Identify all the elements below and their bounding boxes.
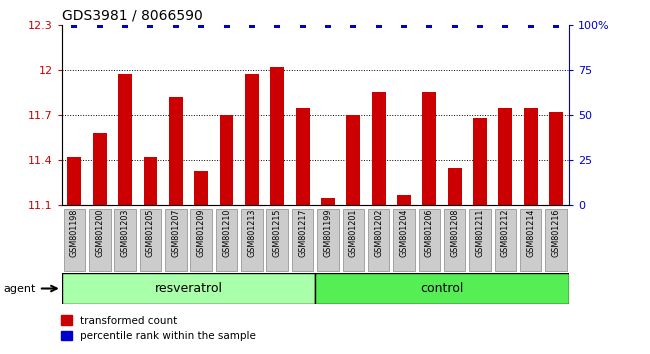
- Bar: [422, 92, 436, 205]
- Text: GSM801206: GSM801206: [425, 209, 434, 257]
- Point: [170, 22, 181, 28]
- FancyBboxPatch shape: [266, 209, 288, 271]
- FancyBboxPatch shape: [343, 209, 364, 271]
- Text: GDS3981 / 8066590: GDS3981 / 8066590: [62, 8, 203, 22]
- Point: [95, 22, 105, 28]
- FancyBboxPatch shape: [495, 209, 516, 271]
- Text: GSM801203: GSM801203: [121, 209, 129, 257]
- Bar: [321, 198, 335, 205]
- Legend: transformed count, percentile rank within the sample: transformed count, percentile rank withi…: [57, 311, 260, 345]
- Bar: [346, 115, 360, 205]
- FancyBboxPatch shape: [469, 209, 491, 271]
- Text: GSM801199: GSM801199: [324, 209, 332, 257]
- Point: [450, 22, 460, 28]
- Text: GSM801198: GSM801198: [70, 209, 79, 257]
- Bar: [372, 92, 385, 205]
- Point: [551, 22, 562, 28]
- Point: [474, 22, 485, 28]
- Bar: [118, 74, 132, 205]
- Text: GSM801207: GSM801207: [172, 209, 180, 257]
- Bar: [144, 157, 157, 205]
- Text: GSM801205: GSM801205: [146, 209, 155, 257]
- Text: agent: agent: [3, 284, 36, 293]
- FancyBboxPatch shape: [165, 209, 187, 271]
- FancyBboxPatch shape: [89, 209, 111, 271]
- Text: GSM801200: GSM801200: [96, 209, 104, 257]
- Text: GSM801202: GSM801202: [374, 209, 383, 257]
- Text: GSM801208: GSM801208: [450, 209, 459, 257]
- Text: GSM801213: GSM801213: [248, 209, 256, 257]
- Text: GSM801214: GSM801214: [526, 209, 535, 257]
- Text: GSM801201: GSM801201: [349, 209, 358, 257]
- Point: [525, 22, 536, 28]
- FancyBboxPatch shape: [545, 209, 567, 271]
- FancyBboxPatch shape: [64, 209, 85, 271]
- Text: GSM801211: GSM801211: [476, 209, 484, 257]
- Point: [348, 22, 359, 28]
- FancyBboxPatch shape: [140, 209, 161, 271]
- FancyBboxPatch shape: [62, 273, 315, 304]
- Text: GSM801209: GSM801209: [197, 209, 205, 257]
- FancyBboxPatch shape: [114, 209, 136, 271]
- Bar: [270, 67, 284, 205]
- FancyBboxPatch shape: [444, 209, 465, 271]
- Point: [297, 22, 308, 28]
- FancyBboxPatch shape: [368, 209, 389, 271]
- Point: [146, 22, 156, 28]
- Bar: [68, 157, 81, 205]
- Bar: [473, 118, 487, 205]
- Bar: [220, 115, 233, 205]
- Point: [69, 22, 79, 28]
- FancyBboxPatch shape: [241, 209, 263, 271]
- FancyBboxPatch shape: [317, 209, 339, 271]
- Text: GSM801216: GSM801216: [552, 209, 560, 257]
- FancyBboxPatch shape: [393, 209, 415, 271]
- Bar: [524, 108, 538, 205]
- Point: [399, 22, 410, 28]
- Bar: [296, 108, 309, 205]
- Bar: [93, 133, 107, 205]
- FancyBboxPatch shape: [520, 209, 541, 271]
- Text: resveratrol: resveratrol: [155, 282, 222, 295]
- Point: [500, 22, 511, 28]
- FancyBboxPatch shape: [419, 209, 440, 271]
- FancyBboxPatch shape: [315, 273, 569, 304]
- Point: [272, 22, 283, 28]
- FancyBboxPatch shape: [190, 209, 212, 271]
- FancyBboxPatch shape: [216, 209, 237, 271]
- Bar: [397, 195, 411, 205]
- Point: [221, 22, 232, 28]
- Text: GSM801215: GSM801215: [273, 209, 281, 257]
- FancyBboxPatch shape: [292, 209, 313, 271]
- Text: GSM801212: GSM801212: [501, 209, 510, 257]
- Bar: [499, 108, 512, 205]
- Bar: [448, 168, 462, 205]
- Text: GSM801204: GSM801204: [400, 209, 408, 257]
- Text: GSM801217: GSM801217: [298, 209, 307, 257]
- Point: [120, 22, 130, 28]
- Text: GSM801210: GSM801210: [222, 209, 231, 257]
- Point: [424, 22, 435, 28]
- Bar: [549, 112, 563, 205]
- Bar: [169, 97, 183, 205]
- Text: control: control: [421, 282, 463, 295]
- Bar: [245, 74, 259, 205]
- Bar: [194, 171, 208, 205]
- Point: [374, 22, 384, 28]
- Point: [247, 22, 257, 28]
- Point: [196, 22, 207, 28]
- Point: [323, 22, 333, 28]
